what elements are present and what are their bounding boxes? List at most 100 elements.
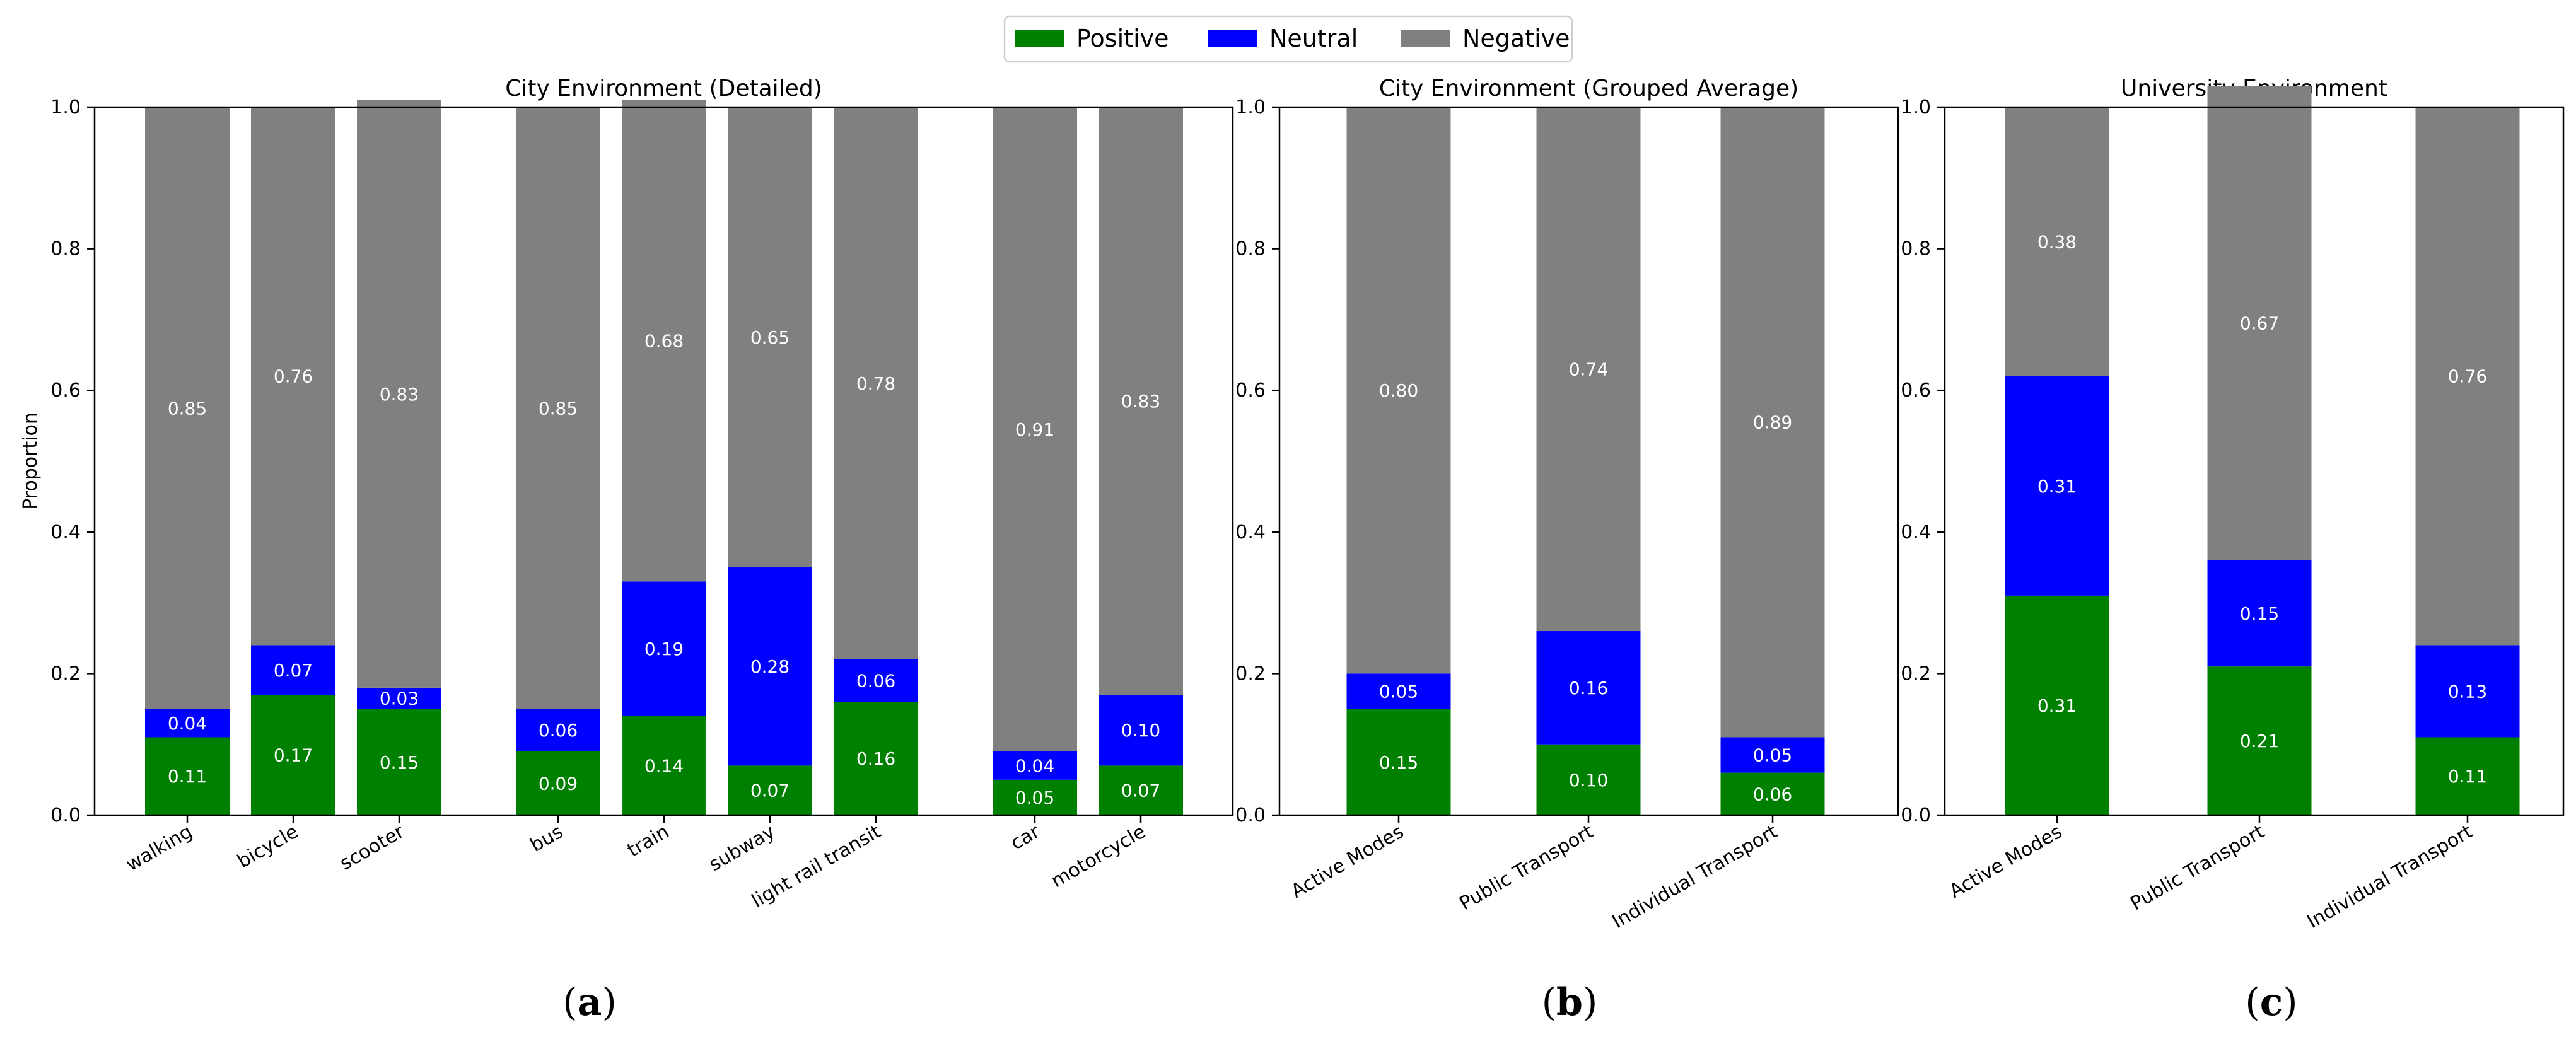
data-label-negative: 0.78 xyxy=(856,373,895,394)
bar-segment-positive xyxy=(622,716,706,815)
panel-label-close: ) xyxy=(1583,980,1597,1024)
bar-segment-positive xyxy=(516,751,600,815)
x-tick-label: scooter xyxy=(336,820,409,874)
bar-segment-negative xyxy=(357,100,441,688)
legend-entry-positive: Positive xyxy=(1015,25,1169,52)
y-tick-label: 0.8 xyxy=(1235,238,1266,260)
data-label-neutral: 0.13 xyxy=(2448,681,2487,702)
data-label-positive: 0.14 xyxy=(644,755,684,776)
x-tick-label: train xyxy=(624,821,673,862)
x-tick-label: car xyxy=(1007,820,1044,854)
bar-stack-individual-transport: 0.06 0.05 0.89 xyxy=(1720,107,1825,815)
bar-stack-light-rail-transit: 0.16 0.06 0.78 xyxy=(834,107,918,815)
bar-segment-positive xyxy=(2415,737,2520,815)
bar-segment-neutral xyxy=(1346,673,1451,709)
y-tick-label: 0.6 xyxy=(50,380,81,402)
data-label-neutral: 0.31 xyxy=(2037,476,2077,497)
panel-label-letter: c xyxy=(2260,980,2283,1024)
data-label-neutral: 0.15 xyxy=(2240,603,2279,624)
bar-stack-scooter: 0.15 0.03 0.83 xyxy=(357,100,441,815)
bar-segment-positive xyxy=(145,737,230,815)
data-label-positive: 0.10 xyxy=(1569,770,1608,791)
panel-title: City Environment (Detailed) xyxy=(505,76,822,102)
legend-entry-neutral: Neutral xyxy=(1208,25,1358,52)
y-tick-label: 0.2 xyxy=(1901,663,1931,685)
data-label-positive: 0.06 xyxy=(1753,784,1792,804)
bar-segment-positive xyxy=(1346,709,1451,815)
data-label-negative: 0.85 xyxy=(168,398,207,419)
x-tick-label: Public Transport xyxy=(2126,820,2268,915)
y-tick-label: 0.0 xyxy=(1901,804,1931,826)
y-tick-label: 0.4 xyxy=(1235,521,1266,543)
panel-a: City Environment (Detailed) 0.0 0.2 0.4 0.6 0… xyxy=(20,76,1234,1024)
data-label-neutral: 0.28 xyxy=(750,656,790,677)
y-tick-label: 0.4 xyxy=(50,521,81,543)
bar-stack-subway: 0.07 0.28 0.65 xyxy=(728,107,812,815)
bar-segment-positive xyxy=(728,765,812,815)
data-label-negative: 0.89 xyxy=(1753,412,1792,433)
panel-label: (c) xyxy=(2245,980,2297,1024)
panels: City Environment (Detailed) 0.0 0.2 0.4 0.6 0… xyxy=(20,76,2565,1024)
x-tick-label: motorcycle xyxy=(1047,821,1150,893)
legend-entry-negative: Negative xyxy=(1401,25,1570,52)
data-label-negative: 0.68 xyxy=(644,331,684,352)
panel-b: City Environment (Grouped Average) 0.0 0.2… xyxy=(1235,76,1899,1024)
data-label-negative: 0.38 xyxy=(2037,231,2077,252)
panel-label-close: ) xyxy=(602,980,616,1024)
data-label-neutral: 0.04 xyxy=(168,713,207,734)
x-tick-label: Public Transport xyxy=(1455,820,1597,915)
bar-segment-negative xyxy=(1720,107,1825,738)
data-label-neutral: 0.10 xyxy=(1121,720,1160,741)
bar-segment-negative xyxy=(251,107,335,646)
panel-c: University Environment0.00.20.40.60.81.0… xyxy=(1901,76,2565,1024)
bar-stack-public-transport: 0.10 0.16 0.74 xyxy=(1536,107,1641,815)
panel-label-close: ) xyxy=(2283,980,2297,1024)
bar-stack-bus: 0.09 0.06 0.85 xyxy=(516,107,600,815)
panel-label-letter: b xyxy=(1556,980,1583,1024)
data-label-positive: 0.17 xyxy=(274,745,313,766)
data-label-neutral: 0.03 xyxy=(380,688,419,709)
x-tick-label: Active Modes xyxy=(1288,821,1407,903)
data-label-neutral: 0.19 xyxy=(644,639,684,659)
data-label-negative: 0.76 xyxy=(2448,366,2487,387)
bar-stack-car: 0.05 0.04 0.91 xyxy=(993,107,1077,815)
data-label-neutral: 0.04 xyxy=(1015,755,1054,776)
y-tick-label: 1.0 xyxy=(50,96,81,119)
bar-segment-negative xyxy=(145,107,230,709)
legend-swatch-positive xyxy=(1015,30,1064,47)
plot-frame xyxy=(93,106,1234,816)
data-label-neutral: 0.05 xyxy=(1379,681,1418,702)
data-label-positive: 0.21 xyxy=(2240,731,2279,751)
bar-stack-train: 0.14 0.19 0.68 xyxy=(622,100,706,815)
data-label-neutral: 0.07 xyxy=(274,660,313,681)
y-tick-label: 0.6 xyxy=(1235,380,1266,402)
data-label-neutral: 0.06 xyxy=(856,671,895,692)
data-label-negative: 0.80 xyxy=(1379,380,1418,401)
x-tick-label: Individual Transport xyxy=(2304,821,2476,934)
legend-label-positive: Positive xyxy=(1076,25,1169,52)
legend-swatch-negative xyxy=(1401,30,1450,47)
bar-segment-neutral xyxy=(728,567,812,766)
plot-frame xyxy=(1278,106,1899,816)
bar-segment-negative xyxy=(834,107,918,659)
data-label-positive: 0.05 xyxy=(1015,787,1054,808)
data-label-negative: 0.83 xyxy=(380,384,419,405)
panel-label-open: ( xyxy=(1542,980,1556,1024)
bar-segment-positive xyxy=(834,702,918,815)
bar-segment-negative xyxy=(2415,107,2520,646)
data-label-positive: 0.16 xyxy=(856,748,895,769)
legend-label-negative: Negative xyxy=(1462,25,1570,52)
bar-segment-neutral xyxy=(1536,631,1641,745)
legend: Positive Neutral Negative xyxy=(1003,15,1573,63)
bar-segment-positive xyxy=(1536,744,1641,815)
bar-segment-positive xyxy=(357,709,441,815)
data-label-negative: 0.65 xyxy=(750,327,790,348)
bar-segment-neutral xyxy=(1720,737,1825,773)
data-label-positive: 0.31 xyxy=(2037,695,2077,716)
panel-label-open: ( xyxy=(562,980,577,1024)
x-tick-label: bicycle xyxy=(234,821,302,873)
data-label-positive: 0.11 xyxy=(168,766,207,787)
panel-label-open: ( xyxy=(2245,980,2259,1024)
bar-stack-walking: 0.11 0.04 0.85 xyxy=(145,107,230,815)
bar-stack-bicycle: 0.17 0.07 0.76 xyxy=(251,107,335,815)
